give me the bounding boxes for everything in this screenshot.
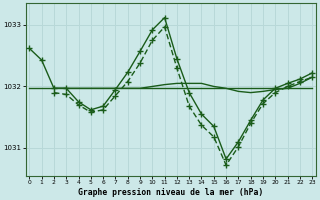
X-axis label: Graphe pression niveau de la mer (hPa): Graphe pression niveau de la mer (hPa) bbox=[78, 188, 263, 197]
